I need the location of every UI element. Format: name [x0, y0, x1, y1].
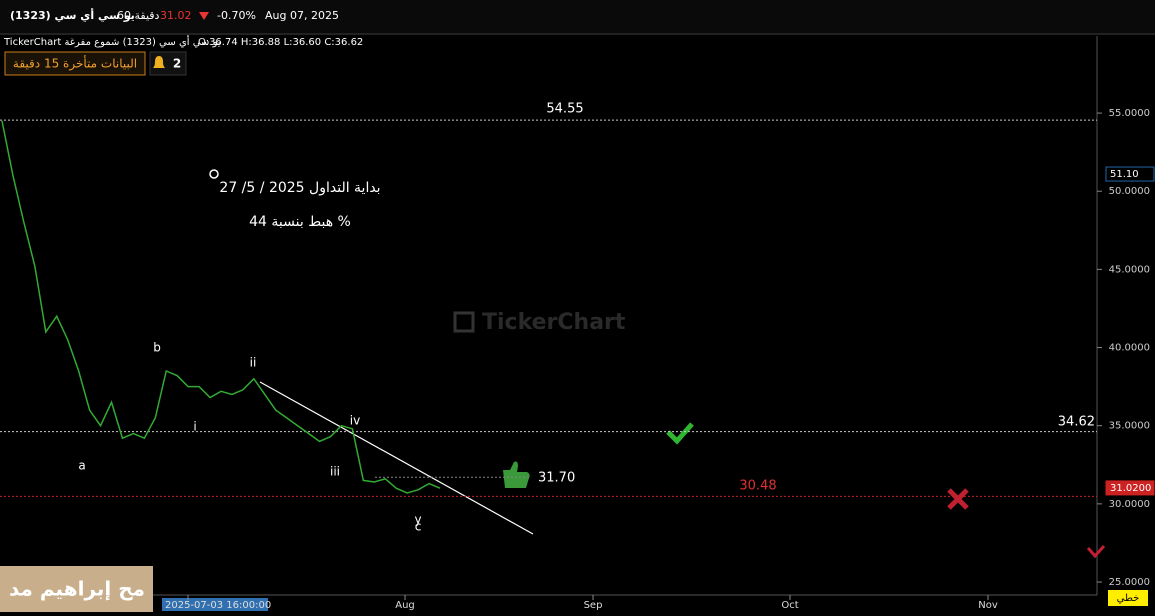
delay-text: البيانات متأخرة 15 دقيقة [13, 55, 137, 72]
alert-count: 2 [173, 57, 181, 71]
date: Aug 07, 2025 [265, 9, 339, 22]
down-arrow [199, 12, 209, 20]
style-text: خطي [1117, 593, 1140, 604]
delay-badge[interactable] [4, 51, 146, 76]
change: -0.70% [217, 9, 256, 22]
bell-icon [153, 56, 165, 68]
symbol: يو سي أي سي (1323) [10, 8, 135, 22]
level-label: 31.70 [538, 471, 575, 486]
watermark-logo [453, 311, 475, 333]
y-tick-label: 30.0000 [1109, 499, 1150, 510]
top-bar [0, 0, 1155, 33]
price-tag [1105, 480, 1155, 496]
level-label: 34.62 [1058, 415, 1095, 430]
price-tag [1105, 166, 1155, 182]
overlay-text: مح إبراهيم مد [9, 577, 145, 601]
style-badge[interactable] [1108, 590, 1148, 606]
level-label: 54.55 [546, 102, 583, 117]
trend-line [259, 381, 534, 535]
y-tick-label: 25.0000 [1109, 577, 1150, 588]
price-line [1, 120, 441, 494]
x-tick-label: 2025-07-03 16:00:00 [165, 600, 271, 611]
y-tick-label: 55.0000 [1109, 108, 1150, 119]
y-tick-label: 50.0000 [1109, 186, 1150, 197]
annotation: y [414, 513, 421, 527]
partial-icon [1086, 544, 1106, 559]
price-tag-label: 51.10 [1110, 169, 1139, 180]
y-tick-label: 45.0000 [1109, 264, 1150, 275]
x-tick-label: Sep [584, 600, 603, 611]
level-label: 30.48 [739, 479, 776, 494]
y-tick-label: 35.0000 [1109, 421, 1150, 432]
annotation: هبط بنسبة 44 % [249, 214, 351, 230]
x-tick-label: Nov [978, 600, 998, 611]
info: TickerChart يو سي أي سي (1323) شموع مفرغ… [3, 35, 221, 48]
interval: 60 دقيقة [117, 9, 160, 22]
annotation: iv [350, 414, 360, 428]
thumbs-up-icon [503, 461, 530, 488]
price-tag-label: 31.0200 [1110, 483, 1151, 494]
price: 31.02 [160, 9, 192, 22]
annotation: a [78, 459, 85, 473]
watermark: TickerChart [482, 310, 626, 335]
annotation: b [153, 341, 161, 355]
ohlc: O:36.74 H:36.88 L:36.60 C:36.62 [198, 37, 363, 48]
overlay-box [0, 566, 153, 612]
annotation: بداية التداول 2025 / 5/ 27 [219, 180, 380, 196]
x-icon [947, 488, 969, 510]
x-tick-label: Aug [395, 600, 415, 611]
annotation: ii [250, 356, 257, 370]
annotation: c [415, 520, 422, 534]
y-tick-label: 40.0000 [1109, 343, 1150, 354]
x-tick-label: Oct [781, 600, 798, 611]
annotation: i [193, 420, 196, 434]
x-label-highlight [162, 598, 268, 611]
annotation: iii [330, 465, 340, 479]
check-icon [666, 422, 694, 445]
start-marker [209, 169, 219, 179]
